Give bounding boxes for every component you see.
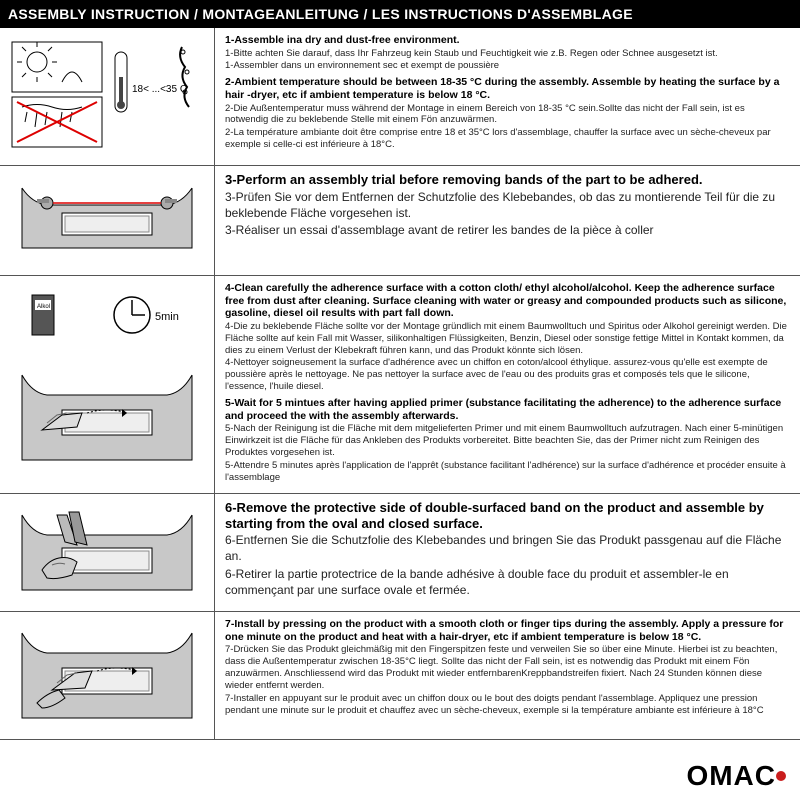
step-5-illustration [0,612,215,739]
step3-de2: 5-Nach der Reinigung ist die Fläche mit … [225,423,790,459]
logo-text: OMAC [686,760,776,792]
step1-de1: 1-Bitte achten Sie darauf, dass Ihr Fahr… [225,48,790,60]
step1-de2: 2-Die Außentemperatur muss während der M… [225,103,790,127]
step1-en1: 1-Assemble ina dry and dust-free environ… [225,34,790,47]
step-row-3: Alkol 5min 4-Clean carefully the adheren… [0,276,800,494]
step5-fr: 7-Installer en appuyant sur le produit a… [225,693,790,717]
step3-fr1: 4-Nettoyer soigneusement la surface d'ad… [225,357,790,393]
step-1-illustration: 18< ...<35 C [0,28,215,165]
step-2-text: 3-Perform an assembly trial before remov… [215,166,800,275]
step3-en1: 4-Clean carefully the adherence surface … [225,282,790,320]
step-row-1: 18< ...<35 C 1-Assemble ina dry and dust… [0,28,800,166]
step-3-text: 4-Clean carefully the adherence surface … [215,276,800,493]
step1-en2: 2-Ambient temperature should be between … [225,76,790,101]
step4-en: 6-Remove the protective side of double-s… [225,500,790,531]
step3-de1: 4-Die zu beklebende Fläche sollte vor de… [225,321,790,357]
step1-fr2: 2-La température ambiante doit être comp… [225,127,790,151]
svg-text:18< ...<35 C: 18< ...<35 C [132,84,187,95]
step5-de: 7-Drücken Sie das Produkt gleichmäßig mi… [225,644,790,692]
svg-text:Alkol: Alkol [37,304,50,310]
step5-en: 7-Install by pressing on the product wit… [225,618,790,643]
step-1-text: 1-Assemble ina dry and dust-free environ… [215,28,800,165]
header-title: ASSEMBLY INSTRUCTION / MONTAGEANLEITUNG … [0,0,800,28]
step-4-text: 6-Remove the protective side of double-s… [215,494,800,611]
step2-en: 3-Perform an assembly trial before remov… [225,172,790,188]
brand-logo: OMAC [686,760,786,792]
step-row-4: 6-Remove the protective side of double-s… [0,494,800,612]
step3-en2: 5-Wait for 5 mintues after having applie… [225,397,790,422]
step-3-illustration: Alkol 5min [0,276,215,493]
footer: OMAC [0,758,800,800]
step1-fr1: 1-Assembler dans un environnement sec et… [225,60,790,72]
svg-text:5min: 5min [155,311,179,323]
step-row-5: 7-Install by pressing on the product wit… [0,612,800,740]
step2-fr: 3-Réaliser un essai d'assemblage avant d… [225,222,790,238]
step-5-text: 7-Install by pressing on the product wit… [215,612,800,739]
step-row-2: 3-Perform an assembly trial before remov… [0,166,800,276]
instruction-rows: 18< ...<35 C 1-Assemble ina dry and dust… [0,28,800,758]
step-2-illustration [0,166,215,275]
step-4-illustration [0,494,215,611]
step3-fr2: 5-Attendre 5 minutes après l'application… [225,460,790,484]
step4-fr: 6-Retirer la partie protectrice de la ba… [225,566,790,598]
step2-de: 3-Prüfen Sie vor dem Entfernen der Schut… [225,189,790,221]
step4-de: 6-Entfernen Sie die Schutzfolie des Kleb… [225,532,790,564]
logo-dot-icon [776,771,786,781]
